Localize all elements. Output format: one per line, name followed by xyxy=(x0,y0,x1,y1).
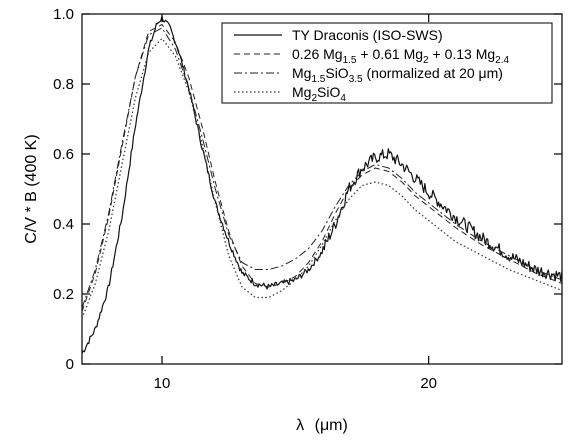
plot-frame xyxy=(81,13,563,365)
legend-label-4: Mg2SiO4 xyxy=(292,84,346,104)
legend-label-3: Mg1.5SiO3.5 (normalized at 20 μm) xyxy=(292,65,503,85)
legend-label-1: TY Draconis (ISO-SWS) xyxy=(292,27,443,43)
series-line-1 xyxy=(81,15,563,354)
y-tick-label: 1.0 xyxy=(53,6,74,23)
x-axis-unit: (μm) xyxy=(315,417,348,434)
y-axis-label: C/V * B (400 K) xyxy=(23,134,40,243)
series-line-2 xyxy=(81,24,563,312)
legend-box xyxy=(221,22,553,104)
y-tick-label: 0.8 xyxy=(53,76,74,93)
series-line-3 xyxy=(81,27,563,309)
x-axis-label: λ (μm) xyxy=(296,417,348,434)
y-tick-label: 0 xyxy=(66,356,74,373)
x-axis-symbol: λ xyxy=(296,417,304,434)
x-tick-label: 20 xyxy=(420,375,437,392)
y-tick-label: 0.4 xyxy=(53,216,74,233)
series-layer xyxy=(81,15,563,354)
x-tick-label: 10 xyxy=(154,375,171,392)
legend: TY Draconis (ISO-SWS) 0.26 Mg1.5 + 0.61 M… xyxy=(221,22,553,104)
y-tick-label: 0.2 xyxy=(53,286,74,303)
legend-label-2: 0.26 Mg1.5 + 0.61 Mg2 + 0.13 Mg2.4 xyxy=(292,46,509,66)
y-tick-label: 0.6 xyxy=(53,146,74,163)
axis-ticks: 0 0.2 0.4 0.6 0.8 1.0 10 20 xyxy=(53,6,562,392)
